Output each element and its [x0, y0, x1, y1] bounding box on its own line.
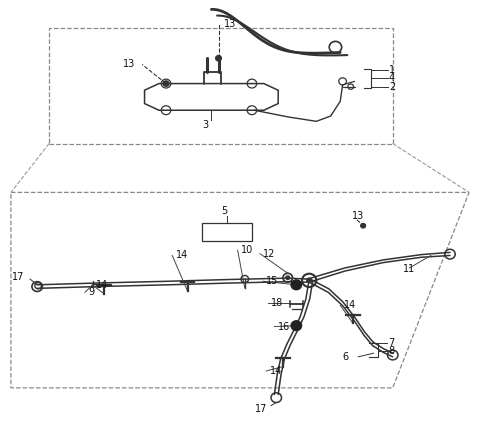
Text: 17: 17: [255, 404, 268, 414]
Text: 2: 2: [389, 82, 395, 92]
Text: 11: 11: [403, 264, 416, 274]
Text: 13: 13: [352, 211, 364, 220]
Text: 9: 9: [89, 287, 95, 297]
Text: 10: 10: [241, 245, 253, 255]
Text: 5: 5: [222, 206, 228, 216]
Text: 7: 7: [388, 338, 394, 349]
Text: 14: 14: [96, 280, 108, 290]
Bar: [202, 223, 252, 241]
Text: 17: 17: [12, 272, 24, 282]
Text: 14: 14: [344, 300, 356, 310]
Circle shape: [291, 321, 301, 331]
Circle shape: [216, 55, 221, 61]
Text: 14: 14: [176, 250, 188, 261]
Text: 13: 13: [123, 59, 135, 68]
Circle shape: [361, 224, 365, 228]
Text: 4: 4: [389, 73, 395, 83]
Text: 14: 14: [270, 366, 282, 376]
Circle shape: [286, 276, 289, 279]
Circle shape: [163, 81, 169, 86]
Text: 6: 6: [343, 352, 349, 362]
Circle shape: [307, 278, 312, 283]
Text: 15: 15: [266, 276, 278, 286]
Text: 13: 13: [224, 20, 237, 30]
Text: 16: 16: [278, 321, 290, 332]
Circle shape: [291, 280, 301, 290]
Text: 8: 8: [388, 346, 394, 356]
Text: 3: 3: [203, 120, 209, 130]
Text: 1: 1: [389, 65, 395, 75]
Text: 12: 12: [264, 249, 276, 259]
Text: 18: 18: [271, 299, 283, 308]
